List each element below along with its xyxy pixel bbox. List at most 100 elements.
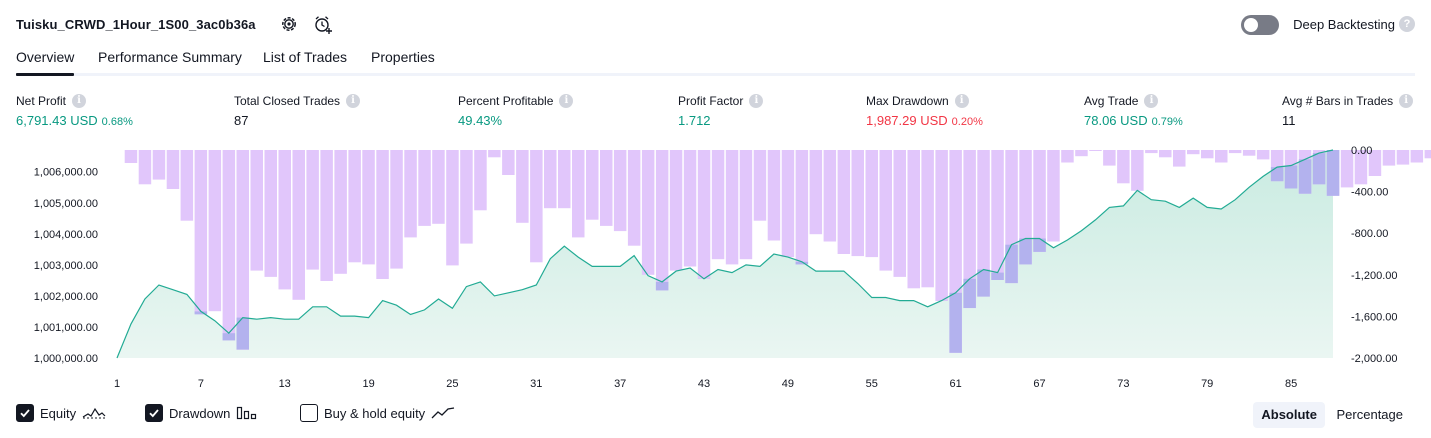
drawdown-bar-overlap (795, 261, 809, 265)
drawdown-bar (655, 150, 669, 291)
deep-backtesting-toggle[interactable] (1241, 15, 1279, 35)
drawdown-bar (683, 150, 697, 267)
drawdown-bar (138, 150, 152, 185)
scale-absolute-button[interactable]: Absolute (1253, 402, 1325, 428)
drawdown-bar (809, 150, 823, 235)
drawdown-bar (1256, 150, 1270, 160)
right-axis-tick: -800.00 (1351, 228, 1388, 240)
drawdown-bar (627, 150, 641, 246)
drawdown-bar (1396, 150, 1410, 165)
metric-value: 1,987.29 USD (866, 113, 948, 128)
drawdown-bar (432, 150, 445, 224)
x-axis-tick: 25 (446, 378, 458, 390)
legend-equity[interactable]: Equity (16, 404, 106, 422)
buy-hold-checkbox[interactable] (300, 404, 318, 422)
drawdown-bar (739, 150, 753, 260)
drawdown-bar (1019, 150, 1032, 265)
info-icon[interactable]: i (749, 94, 764, 108)
x-axis-tick: 1 (114, 378, 120, 390)
info-icon[interactable]: i (1399, 94, 1414, 108)
drawdown-bar (516, 150, 529, 223)
equity-area (117, 150, 1333, 358)
equity-drawdown-chart[interactable]: 1,006,000.00 1,005,000.00 1,004,000.00 1,00… (0, 140, 1431, 392)
x-axis-tick: 7 (198, 378, 204, 390)
drawdown-bar-overlap (977, 269, 990, 297)
drawdown-bar (334, 150, 347, 274)
drawdown-bar (921, 150, 934, 288)
buy-hold-line-icon (431, 407, 455, 419)
metric-value: 49.43% (458, 113, 503, 128)
legend-equity-label: Equity (40, 405, 77, 421)
info-icon[interactable]: i (72, 94, 87, 108)
report-header: Tuisku_CRWD_1Hour_1S00_3ac0b36a Deep Bac… (16, 12, 1415, 38)
tab-list-of-trades[interactable]: List of Trades (263, 49, 348, 65)
drawdown-bar (711, 150, 725, 260)
drawdown-bar (404, 150, 417, 238)
deep-backtesting-label: Deep Backtesting (1293, 17, 1395, 32)
x-axis-tick: 61 (949, 378, 961, 390)
x-axis-tick: 55 (866, 378, 878, 390)
alarm-clock-plus-icon[interactable] (312, 13, 334, 35)
scale-percentage-button[interactable]: Percentage (1336, 407, 1404, 422)
right-axis-tick: -2,000.00 (1351, 353, 1397, 365)
drawdown-bar (152, 150, 166, 180)
gear-icon[interactable] (278, 13, 300, 35)
drawdown-bar (264, 150, 277, 277)
metric-net-profit: Net Profit i 6,791.43 USD 0.68% (16, 94, 133, 128)
metric-percent-profitable: Percent Profitable i 49.43% (458, 94, 574, 128)
drawdown-bar (250, 150, 263, 271)
drawdown-bar (1131, 150, 1144, 191)
info-icon[interactable]: i (346, 94, 361, 108)
drawdown-bar (502, 150, 515, 175)
drawdown-bar (767, 150, 781, 241)
legend-buy-hold-label: Buy & hold equity (324, 405, 426, 421)
left-axis-tick: 1,001,000.00 (34, 322, 98, 334)
legend-drawdown[interactable]: Drawdown (145, 404, 258, 422)
drawdown-bar (208, 150, 222, 312)
question-icon[interactable]: ? (1399, 16, 1415, 32)
drawdown-bar (222, 150, 236, 341)
legend-drawdown-label: Drawdown (169, 405, 231, 421)
drawdown-checkbox[interactable] (145, 404, 163, 422)
x-axis-tick: 13 (279, 378, 291, 390)
info-icon[interactable]: i (954, 94, 969, 108)
drawdown-bar (669, 150, 683, 271)
equity-checkbox[interactable] (16, 404, 34, 422)
tab-overview[interactable]: Overview (16, 49, 75, 76)
right-axis-tick: 0.00 (1351, 145, 1372, 157)
checkmark-icon (149, 409, 159, 418)
metric-label: Max Drawdown (866, 94, 949, 108)
right-axis-tick: -400.00 (1351, 187, 1388, 199)
drawdown-bar (641, 150, 655, 275)
equity-area-fill (117, 150, 1333, 358)
metric-label: Profit Factor (678, 94, 744, 108)
info-icon[interactable]: i (559, 94, 574, 108)
drawdown-bar (1145, 150, 1158, 154)
drawdown-bar-overlap (949, 292, 962, 353)
drawdown-bar (753, 150, 767, 221)
metric-label: Net Profit (16, 94, 67, 108)
equity-line (116, 149, 1334, 359)
drawdown-bar (166, 150, 180, 189)
metric-avg-bars-in-trades: Avg # Bars in Trades i 11 (1282, 94, 1414, 128)
drawdown-bar (1215, 150, 1228, 163)
drawdown-bar (907, 150, 920, 289)
metric-total-closed-trades: Total Closed Trades i 87 (234, 94, 361, 128)
drawdown-bar (362, 150, 375, 265)
tab-properties[interactable]: Properties (371, 49, 435, 65)
drawdown-bar (1424, 150, 1431, 159)
info-icon[interactable]: i (1144, 94, 1159, 108)
drawdown-bar (935, 150, 948, 301)
equity-line-group (116, 149, 1334, 359)
drawdown-bar (1061, 150, 1074, 163)
drawdown-bar (376, 150, 389, 279)
drawdown-bar (991, 150, 1004, 280)
drawdown-bar (488, 150, 501, 158)
drawdown-bar (390, 150, 403, 269)
tab-performance-summary[interactable]: Performance Summary (98, 49, 242, 65)
legend-buy-hold[interactable]: Buy & hold equity (300, 404, 455, 422)
drawdown-bar-overlap (1033, 238, 1046, 252)
drawdown-bar (1242, 150, 1256, 156)
drawdown-bar-overlap (991, 272, 1004, 280)
drawdown-bar (460, 150, 473, 244)
